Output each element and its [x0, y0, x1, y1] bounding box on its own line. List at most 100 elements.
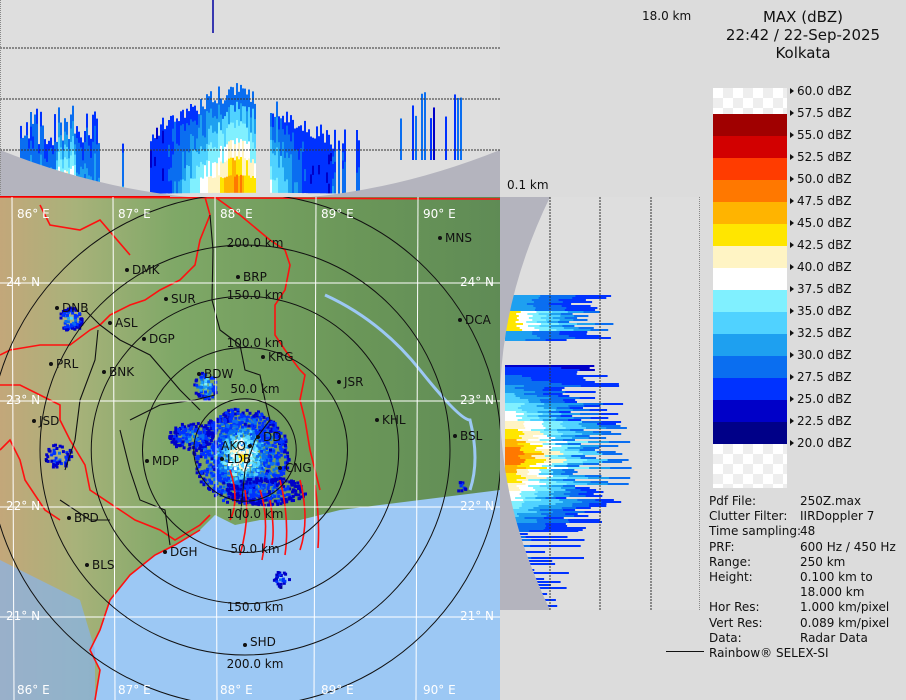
echo-cell — [257, 503, 261, 507]
echo-cell — [283, 455, 287, 459]
echo-column — [222, 177, 224, 193]
echo-cell — [168, 436, 172, 440]
echo-row — [544, 557, 558, 559]
echo-column — [314, 165, 316, 176]
echo-cell — [243, 501, 247, 505]
echo-column — [272, 166, 274, 180]
echo-column — [54, 127, 56, 142]
echo-column — [152, 163, 154, 175]
colorbar-band — [713, 180, 787, 202]
echo-cell — [206, 470, 210, 474]
echo-column — [308, 129, 310, 141]
echo-column — [198, 140, 200, 154]
echo-column — [54, 154, 56, 169]
echo-cell — [227, 456, 231, 460]
echo-cell — [224, 414, 228, 418]
echo-column — [68, 148, 70, 159]
echo-column — [312, 146, 314, 157]
echo-column — [152, 134, 154, 145]
echo-cell — [224, 466, 228, 470]
echo-cell — [235, 442, 239, 446]
info-key: Vert Res: — [709, 615, 763, 630]
echo-cell — [278, 573, 282, 577]
echo-column — [320, 124, 322, 137]
echo-column — [96, 169, 98, 183]
echo-row — [515, 339, 526, 341]
echo-row — [583, 519, 601, 521]
echo-row — [539, 417, 557, 419]
echo-row — [608, 477, 631, 479]
echo-row — [521, 505, 540, 507]
echo-row — [534, 449, 551, 451]
echo-cell — [211, 376, 215, 380]
echo-column — [344, 150, 346, 162]
echo-cell — [45, 459, 48, 463]
echo-cell — [237, 468, 241, 472]
echo-row — [580, 413, 600, 415]
echo-cell — [221, 488, 225, 492]
echo-cell — [266, 425, 270, 429]
echo-row — [550, 391, 566, 393]
echo-column — [30, 126, 32, 141]
echo-row — [584, 475, 602, 477]
city-label: BPD — [74, 511, 99, 525]
echo-column — [172, 128, 174, 142]
echo-row — [554, 465, 567, 467]
echo-row — [590, 375, 608, 377]
echo-row — [505, 439, 518, 441]
echo-cell — [51, 465, 55, 469]
echo-column — [52, 153, 54, 163]
echo-row — [540, 371, 554, 373]
echo-row — [524, 433, 545, 435]
echo-cell — [239, 444, 243, 447]
radar-map[interactable]: 86° E86° E87° E87° E88° E88° E89° E89° E… — [0, 194, 501, 700]
echo-column — [198, 127, 200, 141]
echo-row — [547, 599, 556, 601]
echo-column — [220, 129, 222, 146]
echo-row — [563, 479, 576, 481]
echo-row — [505, 371, 518, 373]
longitude-label: 88° E — [220, 207, 253, 221]
longitude-label: 89° E — [321, 207, 354, 221]
echo-cell — [177, 428, 181, 431]
echo-row — [583, 311, 600, 313]
echo-cell — [207, 396, 211, 400]
echo-column — [460, 97, 462, 160]
echo-column — [154, 147, 156, 157]
city-label: AKO — [221, 439, 246, 453]
echo-column — [188, 111, 190, 126]
echo-column — [86, 167, 88, 182]
echo-column — [250, 101, 252, 118]
echo-column — [92, 114, 94, 129]
echo-cell — [286, 451, 289, 455]
echo-row — [527, 469, 540, 471]
echo-column — [190, 163, 192, 179]
echo-row — [525, 459, 547, 461]
echo-row — [542, 545, 556, 547]
echo-cell — [281, 577, 285, 581]
echo-column — [76, 137, 78, 150]
echo-cell — [215, 481, 219, 485]
echo-column — [328, 173, 330, 184]
echo-row — [536, 321, 548, 323]
echo-column — [230, 122, 232, 141]
echo-column — [182, 151, 184, 166]
echo-row — [567, 311, 584, 313]
echo-cell — [229, 423, 233, 427]
echo-row — [539, 325, 552, 327]
colorbar-label: 22.5 dBZ — [790, 414, 852, 428]
echo-cell — [233, 460, 237, 464]
echo-column — [302, 172, 304, 183]
echo-column — [162, 130, 164, 144]
colorbar-band — [713, 202, 787, 224]
echo-column — [421, 93, 423, 160]
echo-cell — [236, 460, 240, 464]
echo-row — [553, 521, 570, 523]
echo-cell — [242, 414, 246, 418]
echo-cell — [280, 473, 284, 477]
echo-row — [505, 377, 519, 379]
echo-row — [536, 511, 554, 513]
echo-cell — [248, 497, 252, 500]
echo-cell — [285, 461, 289, 465]
echo-cell — [263, 429, 267, 433]
